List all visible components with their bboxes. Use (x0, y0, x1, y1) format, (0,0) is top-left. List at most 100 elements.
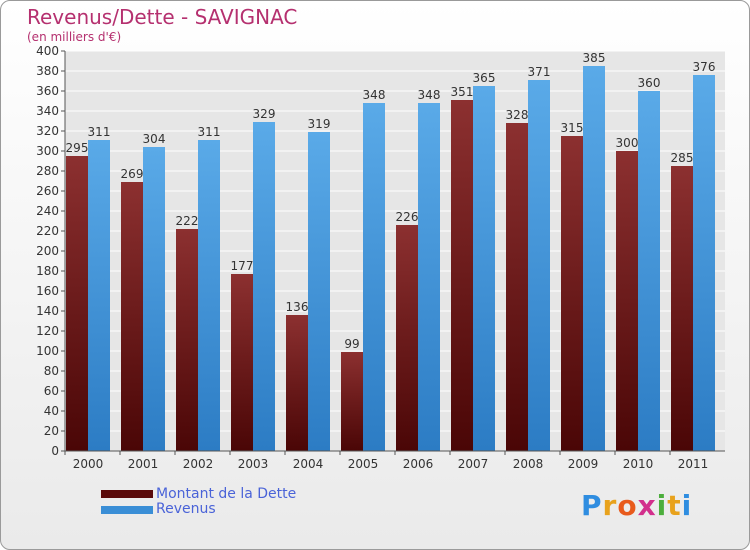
logo-letter: o (617, 489, 638, 522)
bar-dette (396, 225, 418, 451)
y-tick-label: 340 (36, 104, 59, 118)
x-tick-label: 2011 (678, 457, 709, 471)
data-label-revenus: 365 (473, 71, 496, 85)
data-label-dette: 315 (561, 121, 584, 135)
data-label-revenus: 329 (253, 107, 276, 121)
y-tick-label: 0 (51, 444, 59, 458)
logo-letter: t (667, 489, 682, 522)
bar-revenus (418, 103, 440, 451)
bar-revenus (308, 132, 330, 451)
logo-letter: i (656, 489, 668, 522)
bar-dette (616, 151, 638, 451)
y-tick-label: 140 (36, 304, 59, 318)
data-label-revenus: 376 (693, 60, 716, 74)
bar-dette (176, 229, 198, 451)
data-label-dette: 300 (616, 136, 639, 150)
data-label-revenus: 371 (528, 65, 551, 79)
bar-dette (451, 100, 473, 451)
bar-revenus (198, 140, 220, 451)
y-tick-label: 160 (36, 284, 59, 298)
legend-swatch-dette (101, 490, 153, 498)
data-label-dette: 99 (344, 337, 359, 351)
bar-dette (341, 352, 363, 451)
logo-letter: r (602, 489, 618, 522)
data-label-dette: 177 (231, 259, 254, 273)
data-label-dette: 328 (506, 108, 529, 122)
y-axis-ticks: 0 20 40 60 80 100 120 140 160 180 200 220 240 260 280 3… (36, 44, 66, 458)
bar-dette (231, 274, 253, 451)
data-label-revenus: 304 (143, 132, 166, 146)
y-tick-label: 60 (44, 384, 59, 398)
data-label-dette: 269 (121, 167, 144, 181)
data-label-revenus: 348 (363, 88, 386, 102)
y-tick-label: 240 (36, 204, 59, 218)
x-tick-label: 2004 (293, 457, 324, 471)
bar-dette (671, 166, 693, 451)
x-tick-label: 2008 (513, 457, 544, 471)
y-tick-label: 120 (36, 324, 59, 338)
logo-letter: P (581, 489, 603, 522)
x-tick-label: 2003 (238, 457, 269, 471)
data-label-revenus: 319 (308, 117, 331, 131)
bar-dette (121, 182, 143, 451)
logo-letter: x (637, 489, 657, 522)
bar-revenus (363, 103, 385, 451)
x-tick-label: 2000 (73, 457, 104, 471)
bar-dette (66, 156, 88, 451)
y-tick-label: 300 (36, 144, 59, 158)
legend-swatch-revenus (101, 506, 153, 514)
chart-subtitle: (en milliers d'€) (27, 30, 122, 44)
bar-revenus (693, 75, 715, 451)
data-label-dette: 285 (671, 151, 694, 165)
data-label-dette: 226 (396, 210, 419, 224)
data-labels: 295 311 269 304 222 311 177 329 136 319 99 348 226 34… (66, 51, 716, 351)
bar-revenus (88, 140, 110, 451)
logo-letter: i (681, 489, 693, 522)
gridlines (65, 50, 725, 452)
x-tick-label: 2002 (183, 457, 214, 471)
bar-revenus (253, 122, 275, 451)
bar-dette (561, 136, 583, 451)
data-label-dette: 136 (286, 300, 309, 314)
data-label-dette: 222 (176, 214, 199, 228)
x-tick-label: 2007 (458, 457, 489, 471)
bar-revenus (583, 66, 605, 451)
y-tick-label: 320 (36, 124, 59, 138)
data-label-revenus: 311 (88, 125, 111, 139)
y-tick-label: 100 (36, 344, 59, 358)
bar-revenus (143, 147, 165, 451)
legend-label-dette: Montant de la Dette (156, 486, 297, 502)
chart-title: Revenus/Dette - SAVIGNAC (27, 5, 298, 29)
legend-label-revenus: Revenus (156, 501, 216, 517)
data-label-revenus: 348 (418, 88, 441, 102)
y-tick-label: 380 (36, 64, 59, 78)
bar-revenus (473, 86, 495, 451)
x-tick-label: 2001 (128, 457, 159, 471)
bar-dette (506, 123, 528, 451)
proxiti-logo: Proxiti (581, 489, 692, 522)
bars (66, 66, 715, 451)
bar-revenus (638, 91, 660, 451)
data-label-dette: 351 (451, 85, 474, 99)
data-label-revenus: 385 (583, 51, 606, 65)
y-tick-label: 40 (44, 404, 59, 418)
data-label-revenus: 360 (638, 76, 661, 90)
x-tick-label: 2005 (348, 457, 379, 471)
x-tick-label: 2010 (623, 457, 654, 471)
y-tick-label: 280 (36, 164, 59, 178)
y-tick-label: 360 (36, 84, 59, 98)
x-tick-label: 2006 (403, 457, 434, 471)
y-tick-label: 80 (44, 364, 59, 378)
x-tick-label: 2009 (568, 457, 599, 471)
y-tick-label: 400 (36, 44, 59, 58)
bar-revenus (528, 80, 550, 451)
data-label-dette: 295 (66, 141, 89, 155)
y-tick-label: 20 (44, 424, 59, 438)
data-label-revenus: 311 (198, 125, 221, 139)
y-tick-label: 200 (36, 244, 59, 258)
bar-dette (286, 315, 308, 451)
x-axis-ticks: 2000 2001 2002 2003 2004 2005 2006 2007 2008 2009… (64, 450, 725, 471)
y-tick-label: 260 (36, 184, 59, 198)
